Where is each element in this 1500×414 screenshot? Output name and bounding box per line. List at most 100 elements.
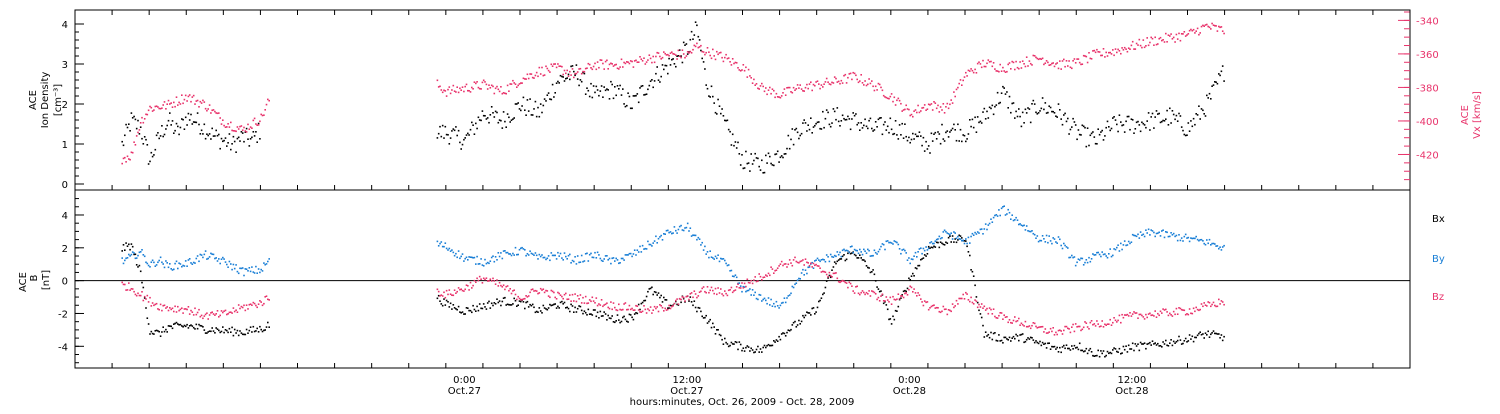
bz-point <box>260 301 262 303</box>
density-point <box>239 140 241 142</box>
bx-point <box>950 241 952 243</box>
by-point <box>590 252 592 255</box>
bx-point <box>845 258 848 261</box>
by-point <box>455 252 457 255</box>
by-point <box>878 248 881 251</box>
vx-point <box>660 58 662 60</box>
by-point <box>1084 261 1086 264</box>
by-point <box>449 250 452 252</box>
density-point <box>530 114 533 116</box>
by-point <box>1049 240 1052 242</box>
bz-point <box>161 309 163 312</box>
by-point <box>955 237 958 240</box>
bx-point <box>806 311 808 313</box>
bz-point <box>910 286 913 289</box>
by-point <box>1166 231 1168 234</box>
bz-point <box>230 311 232 313</box>
bx-point <box>983 336 986 338</box>
bz-point <box>485 277 488 279</box>
by-point <box>527 254 530 256</box>
vx-point <box>889 95 892 98</box>
bz-point <box>827 276 829 278</box>
by-point <box>839 251 841 254</box>
vx-point <box>473 81 476 83</box>
by-point <box>889 241 892 244</box>
density-point <box>622 88 624 90</box>
bz-point <box>1208 301 1211 304</box>
by-point <box>268 258 270 260</box>
density-point <box>1142 122 1145 125</box>
bx-point <box>995 339 998 342</box>
density-point <box>614 86 616 88</box>
bz-point <box>971 301 974 304</box>
by-point <box>824 260 827 263</box>
density-point <box>500 119 502 122</box>
vx-point <box>198 106 200 108</box>
bz-point <box>1059 329 1061 331</box>
vx-point <box>897 97 900 100</box>
bx-point <box>1048 342 1050 344</box>
bx-point <box>553 303 555 306</box>
bz-point <box>1073 330 1076 333</box>
vx-point <box>159 107 162 110</box>
vx-point <box>1037 58 1040 61</box>
density-point <box>665 64 668 67</box>
bz-point <box>468 289 470 291</box>
bx-point <box>745 346 747 349</box>
density-point <box>864 118 866 121</box>
density-point <box>1027 107 1029 109</box>
bx-point <box>215 327 217 329</box>
by-point <box>1006 213 1008 215</box>
bz-point <box>1169 312 1171 315</box>
bx-point <box>237 334 240 337</box>
vx-point <box>983 65 986 68</box>
bz-point <box>567 298 570 300</box>
vx-point <box>965 71 967 74</box>
bz-point <box>905 292 907 294</box>
by-point <box>639 245 641 248</box>
by-point <box>631 255 633 258</box>
density-point <box>1045 112 1048 114</box>
vx-point <box>580 72 583 75</box>
density-point <box>222 140 224 143</box>
bz-point <box>1002 318 1004 320</box>
by-point <box>843 248 845 251</box>
density-point <box>129 130 131 132</box>
density-point <box>778 161 780 163</box>
bx-point <box>790 328 792 331</box>
by-point <box>722 258 725 260</box>
bx-point <box>727 345 730 348</box>
vx-point <box>745 66 747 69</box>
bz-point <box>522 298 525 300</box>
bx-point <box>573 311 575 313</box>
vx-point <box>771 88 774 90</box>
by-point <box>641 244 644 247</box>
bz-point <box>151 302 154 304</box>
bx-point <box>1153 343 1155 345</box>
by-point <box>1072 256 1074 259</box>
bz-point <box>947 309 950 311</box>
by-point <box>1035 237 1037 239</box>
by-point <box>1071 254 1073 257</box>
by-point <box>538 253 541 256</box>
vx-point <box>1118 50 1121 52</box>
by-point <box>444 242 447 244</box>
bz-point <box>175 311 178 313</box>
vx-point <box>151 110 154 112</box>
by-point <box>475 263 477 265</box>
density-point <box>569 78 571 81</box>
bz-point <box>1064 325 1066 328</box>
bx-point <box>663 296 665 299</box>
bz-point <box>660 305 662 307</box>
bx-point <box>647 290 649 293</box>
by-point <box>990 218 992 220</box>
bx-point <box>586 314 588 316</box>
vx-point <box>1032 54 1035 57</box>
by-point <box>236 270 239 273</box>
density-point <box>590 82 592 85</box>
density-point <box>214 135 216 137</box>
vx-point <box>822 86 824 88</box>
bz-point <box>681 296 684 298</box>
vx-tick-label: -360 <box>1416 50 1439 61</box>
density-point <box>767 152 770 155</box>
